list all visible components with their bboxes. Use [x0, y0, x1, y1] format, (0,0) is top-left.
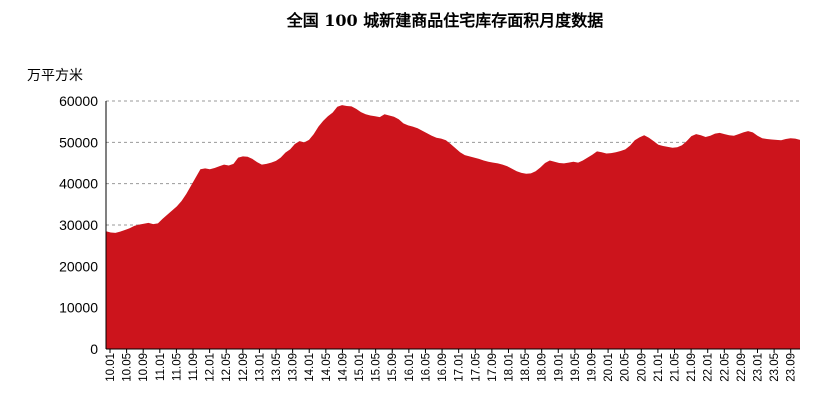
- y-tick-label: 30000: [59, 217, 98, 233]
- x-axis-ticks: 10.01 10.05 10.09 11.01 11.05 11.09 12.01 12.05…: [105, 349, 798, 382]
- x-tick-label: 20.09: [636, 353, 648, 382]
- x-tick-label: 20.01: [603, 353, 615, 382]
- x-tick-label: 15.05: [371, 353, 383, 382]
- x-tick-label: 18.01: [503, 353, 515, 382]
- x-tick-label: 20.05: [620, 353, 632, 382]
- y-axis-unit-label: 万平方米: [27, 68, 83, 84]
- x-tick-label: 12.09: [238, 353, 250, 382]
- x-tick-label: 19.01: [553, 353, 565, 382]
- x-tick-label: 19.09: [586, 353, 598, 382]
- x-tick-label: 12.01: [205, 353, 217, 382]
- x-tick-label: 21.01: [653, 353, 665, 382]
- x-tick-label: 23.05: [769, 353, 781, 382]
- x-tick-label: 17.09: [487, 353, 499, 382]
- x-tick-label: 12.05: [221, 353, 233, 382]
- x-tick-label: 14.09: [337, 353, 349, 382]
- x-tick-label: 18.09: [537, 353, 549, 382]
- x-tick-label: 10.09: [138, 353, 150, 382]
- x-tick-label: 15.01: [354, 353, 366, 382]
- x-tick-label: 21.05: [669, 353, 681, 382]
- y-tick-label: 60000: [59, 93, 98, 109]
- inventory-area-series: [106, 105, 800, 349]
- x-tick-label: 11.05: [171, 353, 183, 381]
- x-tick-label: 19.05: [570, 353, 582, 382]
- chart-title: 全国 100 城新建商品住宅库存面积月度数据: [286, 11, 604, 30]
- y-tick-label: 10000: [59, 300, 98, 316]
- x-tick-label: 16.01: [404, 353, 416, 382]
- x-tick-label: 16.09: [437, 353, 449, 382]
- x-tick-label: 10.01: [105, 353, 117, 382]
- y-tick-label: 40000: [59, 176, 98, 192]
- x-tick-label: 13.09: [288, 353, 300, 382]
- x-tick-label: 15.09: [387, 353, 399, 382]
- x-tick-label: 10.05: [122, 353, 134, 382]
- x-tick-label: 18.05: [520, 353, 532, 382]
- y-axis-ticks: 0 10000 20000 30000 40000 50000 60000: [59, 93, 98, 357]
- x-tick-label: 23.01: [753, 353, 765, 382]
- y-tick-label: 0: [90, 341, 98, 357]
- y-tick-label: 50000: [59, 134, 98, 150]
- x-tick-label: 13.05: [271, 353, 283, 382]
- x-tick-label: 16.05: [420, 353, 432, 382]
- x-tick-label: 23.09: [786, 353, 798, 382]
- x-tick-label: 22.01: [703, 353, 715, 382]
- x-tick-label: 11.09: [188, 353, 200, 381]
- x-tick-label: 14.01: [304, 353, 316, 382]
- x-tick-label: 17.05: [470, 353, 482, 382]
- x-tick-label: 13.01: [254, 353, 266, 382]
- x-tick-label: 22.05: [719, 353, 731, 382]
- x-tick-label: 22.09: [736, 353, 748, 382]
- y-tick-label: 20000: [59, 258, 98, 274]
- x-tick-label: 14.05: [321, 353, 333, 382]
- x-tick-label: 11.01: [155, 353, 167, 381]
- x-tick-label: 17.01: [454, 353, 466, 382]
- x-tick-label: 21.09: [686, 353, 698, 382]
